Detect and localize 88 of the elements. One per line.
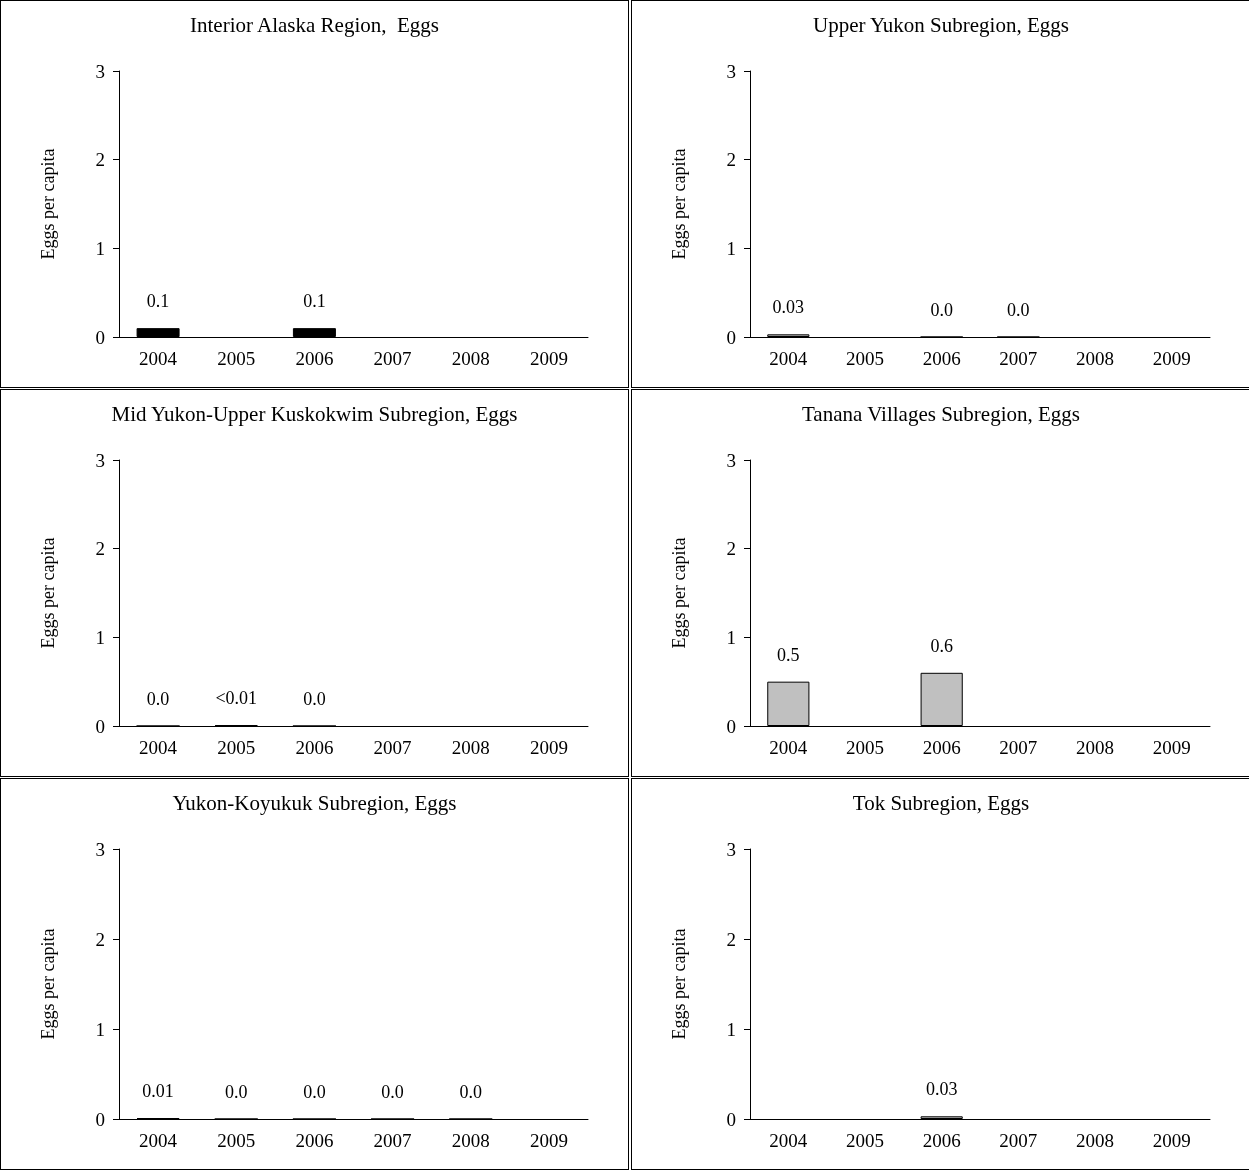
y-tick-label: 1 <box>726 1018 736 1040</box>
chart-title: Mid Yukon-Upper Kuskokwim Subregion, Eggs <box>111 401 518 426</box>
y-tick-label: 0 <box>726 1108 736 1130</box>
y-axis-title: Eggs per capita <box>38 148 58 260</box>
x-tick-label: 2005 <box>846 1130 884 1151</box>
x-tick-label: 2007 <box>373 737 412 758</box>
data-label: 0.1 <box>303 291 326 312</box>
x-tick-label: 2006 <box>295 1130 334 1151</box>
y-tick-label: 3 <box>726 838 736 860</box>
x-tick-label: 2004 <box>769 1130 808 1151</box>
y-tick-label: 1 <box>726 626 736 648</box>
x-tick-label: 2005 <box>217 737 256 758</box>
x-tick-label: 2007 <box>373 348 412 369</box>
y-tick-label: 2 <box>726 928 736 950</box>
y-tick-label: 2 <box>726 149 736 171</box>
x-tick-label: 2005 <box>846 348 884 369</box>
x-tick-label: 2008 <box>1076 737 1114 758</box>
y-tick-label: 2 <box>95 538 105 560</box>
y-axis-title: Eggs per capita <box>669 148 689 260</box>
data-label: 0.0 <box>381 1081 404 1102</box>
y-tick-label: 3 <box>95 449 105 471</box>
x-tick-label: 2006 <box>922 348 961 369</box>
y-tick-label: 0 <box>95 715 105 737</box>
y-tick-label: 3 <box>726 449 736 471</box>
x-tick-label: 2004 <box>769 737 808 758</box>
x-tick-label: 2004 <box>139 348 178 369</box>
x-tick-label: 2009 <box>1152 348 1191 369</box>
x-tick-label: 2009 <box>529 1130 568 1151</box>
chart-title: Tok Subregion, Eggs <box>852 790 1030 815</box>
x-tick-label: 2008 <box>1076 348 1114 369</box>
data-label: 0.1 <box>146 291 170 312</box>
x-tick-label: 2006 <box>295 737 334 758</box>
data-label: 0.0 <box>225 1081 248 1102</box>
x-tick-label: 2004 <box>139 1130 178 1151</box>
chart-title: Interior Alaska Region, Eggs <box>189 12 440 37</box>
data-label: 0.0 <box>1007 299 1030 320</box>
x-tick-label: 2006 <box>922 737 961 758</box>
data-label: 0.0 <box>303 688 326 709</box>
x-tick-label: 2004 <box>139 737 178 758</box>
chart-title: Tanana Villages Subregion, Eggs <box>802 401 1080 426</box>
chart-title: Upper Yukon Subregion, Eggs <box>813 12 1069 37</box>
data-label: 0.0 <box>930 299 953 320</box>
data-label: <0.01 <box>215 688 258 709</box>
y-tick-label: 3 <box>95 838 105 860</box>
data-label: 0.0 <box>303 1081 326 1102</box>
y-tick-label: 1 <box>95 237 105 259</box>
x-tick-label: 2005 <box>846 737 884 758</box>
x-tick-label: 2007 <box>999 348 1038 369</box>
y-axis-title: Eggs per capita <box>38 928 58 1040</box>
y-axis-title: Eggs per capita <box>669 928 689 1040</box>
chart-title: Yukon-Koyukuk Subregion, Eggs <box>172 790 457 815</box>
y-tick-label: 3 <box>95 60 105 82</box>
x-tick-label: 2006 <box>922 1130 961 1151</box>
x-tick-label: 2008 <box>1076 1130 1114 1151</box>
x-tick-label: 2009 <box>1152 1130 1191 1151</box>
y-tick-label: 0 <box>726 715 736 737</box>
y-tick-label: 0 <box>726 326 736 348</box>
y-axis-title: Eggs per capita <box>38 537 58 649</box>
data-label: 0.0 <box>146 688 170 709</box>
data-label: 0.5 <box>777 644 800 665</box>
x-tick-label: 2008 <box>451 737 490 758</box>
x-tick-label: 2009 <box>1152 737 1191 758</box>
y-tick-label: 3 <box>726 60 736 82</box>
x-tick-label: 2008 <box>451 348 490 369</box>
data-label: 0.0 <box>459 1081 482 1102</box>
x-tick-label: 2009 <box>529 348 568 369</box>
x-tick-label: 2008 <box>451 1130 490 1151</box>
x-tick-label: 2005 <box>217 348 256 369</box>
y-tick-label: 2 <box>95 928 105 950</box>
x-tick-label: 2007 <box>373 1130 412 1151</box>
x-tick-label: 2006 <box>295 348 334 369</box>
y-tick-label: 1 <box>95 626 105 648</box>
x-tick-label: 2007 <box>999 1130 1038 1151</box>
data-label: 0.03 <box>772 297 805 318</box>
y-tick-label: 0 <box>95 326 105 348</box>
y-tick-label: 2 <box>95 149 105 171</box>
data-label: 0.01 <box>142 1081 174 1102</box>
y-tick-label: 1 <box>95 1018 105 1040</box>
y-tick-label: 1 <box>726 237 736 259</box>
y-axis-title: Eggs per capita <box>669 537 689 649</box>
x-tick-label: 2009 <box>529 737 568 758</box>
x-tick-label: 2005 <box>217 1130 256 1151</box>
x-tick-label: 2007 <box>999 737 1038 758</box>
x-tick-label: 2004 <box>769 348 808 369</box>
data-label: 0.03 <box>925 1079 958 1100</box>
data-label: 0.6 <box>930 635 953 656</box>
y-tick-label: 2 <box>726 538 736 560</box>
y-tick-label: 0 <box>95 1108 105 1130</box>
